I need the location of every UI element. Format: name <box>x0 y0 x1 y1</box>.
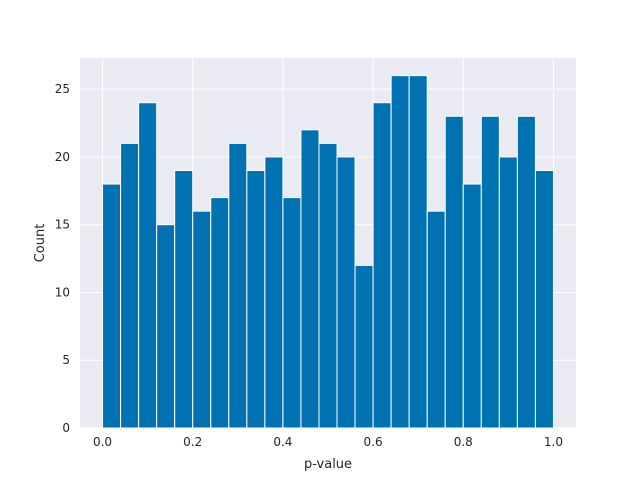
y-axis-label: Count <box>33 224 48 263</box>
x-axis-ticks: 0.0 0.2 0.4 0.6 0.8 1.0 <box>93 435 563 449</box>
histogram-bar <box>102 183 122 429</box>
histogram-bar <box>192 210 212 429</box>
x-tick-label: 0.4 <box>273 435 292 449</box>
histogram-bar <box>354 264 374 429</box>
histogram-bar <box>480 115 500 429</box>
x-tick-label: 0.6 <box>364 435 383 449</box>
histogram-bar <box>264 156 284 429</box>
histogram-bar <box>372 102 392 429</box>
histogram-bar <box>336 156 356 429</box>
y-tick-label: 25 <box>55 82 70 96</box>
histogram-bar <box>390 75 410 429</box>
histogram-bar <box>516 115 536 429</box>
histogram-bar <box>174 169 194 429</box>
histogram-bars <box>102 75 554 429</box>
x-tick-label: 0.8 <box>454 435 473 449</box>
histogram-bar <box>120 142 140 429</box>
y-tick-label: 10 <box>55 285 70 299</box>
histogram-bar <box>498 156 518 429</box>
histogram-bar <box>210 197 230 429</box>
histogram-bar <box>246 169 266 429</box>
histogram-bar <box>408 75 428 429</box>
histogram-bar <box>444 115 464 429</box>
x-tick-label: 1.0 <box>544 435 563 449</box>
y-tick-label: 20 <box>55 150 70 164</box>
x-tick-label: 0.2 <box>183 435 202 449</box>
histogram-bar <box>282 197 302 429</box>
y-axis-ticks: 0 5 10 15 20 25 <box>55 82 70 435</box>
y-tick-label: 0 <box>62 421 70 435</box>
x-tick-label: 0.0 <box>93 435 112 449</box>
histogram-bar <box>300 129 320 429</box>
y-tick-label: 5 <box>62 353 70 367</box>
histogram-bar <box>318 142 338 429</box>
histogram-bar <box>138 102 158 429</box>
histogram-bar <box>534 169 554 429</box>
y-tick-label: 15 <box>55 218 70 232</box>
x-axis-label: p-value <box>304 457 352 472</box>
histogram-bar <box>426 210 446 429</box>
histogram-bar <box>156 224 176 429</box>
histogram-bar <box>462 183 482 429</box>
histogram-bar <box>228 142 248 429</box>
